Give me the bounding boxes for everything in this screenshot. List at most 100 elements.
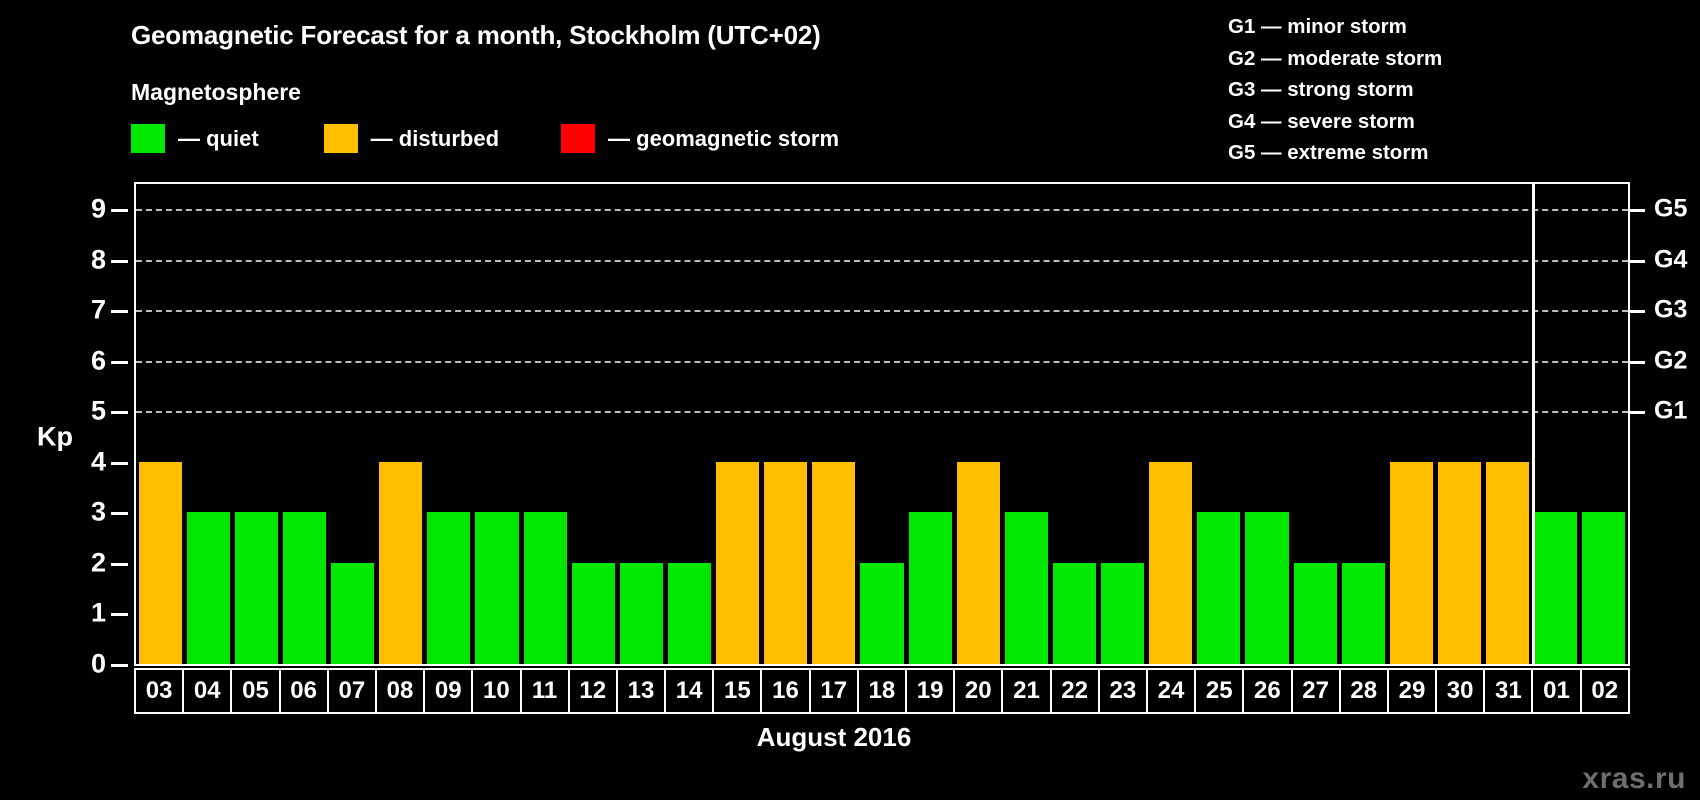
x-label-04[interactable]: 04 bbox=[184, 670, 233, 712]
x-label-19[interactable]: 19 bbox=[907, 670, 956, 712]
bar-07[interactable] bbox=[331, 562, 375, 664]
x-label-11[interactable]: 11 bbox=[522, 670, 570, 712]
x-label-05[interactable]: 05 bbox=[232, 670, 281, 712]
x-label-03[interactable]: 03 bbox=[136, 670, 185, 712]
bar-cell[interactable] bbox=[954, 184, 1002, 664]
bar-28[interactable] bbox=[1341, 562, 1385, 664]
x-label-16[interactable]: 16 bbox=[762, 670, 811, 712]
bar-cell[interactable] bbox=[1484, 184, 1532, 664]
x-label-25[interactable]: 25 bbox=[1196, 670, 1245, 712]
bar-09[interactable] bbox=[427, 512, 471, 664]
bar-29[interactable] bbox=[1389, 461, 1433, 664]
bar-25[interactable] bbox=[1197, 512, 1241, 664]
legend-label-disturbed: — disturbed bbox=[370, 125, 500, 151]
bar-cell[interactable] bbox=[1580, 184, 1628, 664]
bar-19[interactable] bbox=[908, 512, 952, 664]
bar-cell[interactable] bbox=[665, 184, 713, 664]
bar-cell[interactable] bbox=[762, 184, 810, 664]
bar-cell[interactable] bbox=[569, 184, 617, 664]
x-label-22[interactable]: 22 bbox=[1052, 670, 1100, 712]
bar-cell[interactable] bbox=[617, 184, 665, 664]
x-label-17[interactable]: 17 bbox=[811, 670, 859, 712]
bar-cell[interactable] bbox=[280, 184, 328, 664]
bar-13[interactable] bbox=[619, 562, 663, 664]
x-label-23[interactable]: 23 bbox=[1100, 670, 1148, 712]
bar-cell[interactable] bbox=[232, 184, 280, 664]
bar-cell[interactable] bbox=[1195, 184, 1243, 664]
x-label-30[interactable]: 30 bbox=[1437, 670, 1486, 712]
bar-cell[interactable] bbox=[1147, 184, 1195, 664]
bar-03[interactable] bbox=[138, 461, 182, 664]
bar-11[interactable] bbox=[523, 512, 567, 664]
x-label-12[interactable]: 12 bbox=[570, 670, 618, 712]
x-axis-title-text: August 2016 bbox=[756, 722, 912, 752]
bar-cell[interactable] bbox=[714, 184, 762, 664]
bar-cell[interactable] bbox=[1339, 184, 1387, 664]
bar-18[interactable] bbox=[860, 562, 904, 664]
g-tick-mark-G2 bbox=[1630, 360, 1645, 364]
bar-08[interactable] bbox=[379, 461, 423, 664]
x-label-02[interactable]: 02 bbox=[1591, 677, 1619, 704]
bar-16[interactable] bbox=[764, 461, 808, 664]
x-label-01[interactable]: 01 bbox=[1533, 670, 1582, 712]
bar-cell[interactable] bbox=[1291, 184, 1339, 664]
x-label-24[interactable]: 24 bbox=[1148, 670, 1197, 712]
bar-27[interactable] bbox=[1293, 562, 1337, 664]
bar-cell[interactable] bbox=[1002, 184, 1050, 664]
x-label-13[interactable]: 13 bbox=[618, 670, 667, 712]
bar-26[interactable] bbox=[1245, 512, 1289, 664]
bar-cell[interactable] bbox=[1099, 184, 1147, 664]
bar-cell[interactable] bbox=[184, 184, 232, 664]
x-label-06[interactable]: 06 bbox=[281, 670, 329, 712]
y-tick-mark-7 bbox=[111, 310, 128, 314]
bar-05[interactable] bbox=[234, 512, 278, 664]
bar-17[interactable] bbox=[812, 461, 856, 664]
x-label-14[interactable]: 14 bbox=[666, 670, 715, 712]
x-label-20[interactable]: 20 bbox=[955, 670, 1004, 712]
x-label-08[interactable]: 08 bbox=[377, 670, 426, 712]
bar-14[interactable] bbox=[667, 562, 711, 664]
bar-04[interactable] bbox=[186, 512, 230, 664]
x-label-09[interactable]: 09 bbox=[425, 670, 474, 712]
bar-02[interactable] bbox=[1582, 512, 1626, 664]
bar-cell[interactable] bbox=[906, 184, 954, 664]
bar-15[interactable] bbox=[716, 461, 760, 664]
x-label-27[interactable]: 27 bbox=[1293, 670, 1341, 712]
bar-cell[interactable] bbox=[377, 184, 425, 664]
bar-06[interactable] bbox=[282, 512, 326, 664]
bar-20[interactable] bbox=[956, 461, 1000, 664]
bar-12[interactable] bbox=[571, 562, 615, 664]
bar-cell[interactable] bbox=[858, 184, 906, 664]
y-tick-mark-4 bbox=[111, 461, 128, 465]
bar-cell[interactable] bbox=[136, 184, 184, 664]
bar-cell[interactable] bbox=[329, 184, 377, 664]
bar-30[interactable] bbox=[1437, 461, 1481, 664]
bar-cell[interactable] bbox=[1243, 184, 1291, 664]
bar-cell[interactable] bbox=[425, 184, 473, 664]
bar-10[interactable] bbox=[475, 512, 519, 664]
bar-cell[interactable] bbox=[1050, 184, 1098, 664]
x-label-29[interactable]: 29 bbox=[1389, 670, 1438, 712]
bar-cell[interactable] bbox=[473, 184, 521, 664]
bar-cell[interactable] bbox=[521, 184, 569, 664]
x-label-26[interactable]: 26 bbox=[1244, 670, 1293, 712]
x-label-15[interactable]: 15 bbox=[714, 670, 763, 712]
x-axis-labels: 03 04 05 06 07 08 09 10 11 12 13 14 15 16 17 18 19 20 21 22… bbox=[134, 668, 1630, 714]
bar-cell[interactable] bbox=[1532, 184, 1580, 664]
bar-cell[interactable] bbox=[1435, 184, 1483, 664]
x-label-28[interactable]: 28 bbox=[1341, 670, 1389, 712]
bar-01[interactable] bbox=[1534, 512, 1578, 664]
bar-31[interactable] bbox=[1486, 461, 1530, 664]
x-label-18[interactable]: 18 bbox=[859, 670, 907, 712]
bar-cell[interactable] bbox=[1387, 184, 1435, 664]
bar-cell[interactable] bbox=[810, 184, 858, 664]
bar-21[interactable] bbox=[1004, 512, 1048, 664]
bar-23[interactable] bbox=[1101, 562, 1145, 664]
x-label-07[interactable]: 07 bbox=[329, 670, 377, 712]
bar-24[interactable] bbox=[1149, 461, 1193, 664]
gridline-kp-6 bbox=[136, 360, 1628, 363]
bar-22[interactable] bbox=[1052, 562, 1096, 664]
x-label-21[interactable]: 21 bbox=[1003, 670, 1052, 712]
x-label-10[interactable]: 10 bbox=[473, 670, 522, 712]
x-label-31[interactable]: 31 bbox=[1485, 670, 1534, 712]
